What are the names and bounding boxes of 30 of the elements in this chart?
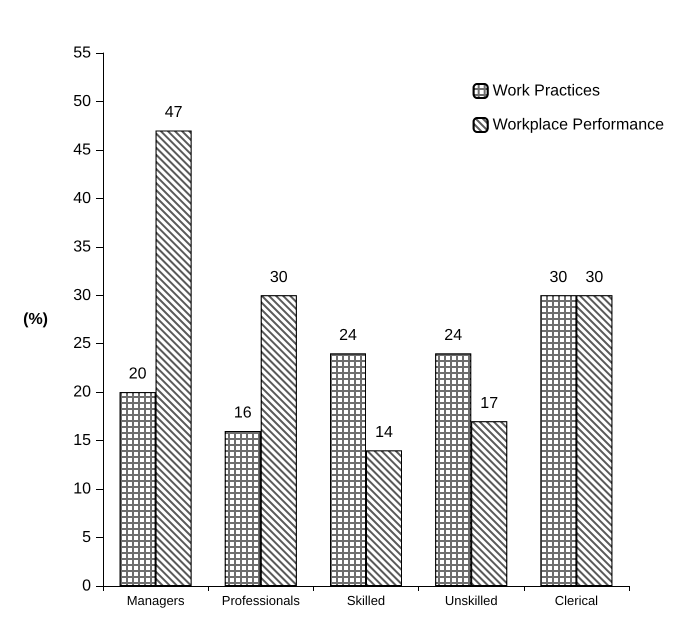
y-tick-label: 5 [82,529,92,546]
x-tick-label: Professionals [222,593,300,608]
x-tick-label: Clerical [554,593,598,608]
data-label: 20 [128,366,147,383]
x-tick-label: Skilled [346,593,386,608]
legend-label: Workplace Performance [492,116,664,134]
data-label: 47 [164,104,183,122]
y-tick-label: 45 [73,141,92,158]
y-tick-label: 0 [82,578,92,594]
y-tick-label: 25 [73,335,92,352]
y-tick-label: 55 [73,44,92,62]
data-label: 30 [270,268,288,286]
data-label: 14 [375,424,393,441]
data-label: 24 [339,326,357,344]
data-label: 30 [550,268,568,286]
legend-label: Work Practices [492,82,600,100]
data-label: 16 [234,404,252,422]
y-tick-label: 50 [73,92,92,110]
x-tick-label: Unskilled [444,593,498,608]
data-label: 17 [480,394,498,412]
y-tick-label: 15 [73,432,92,450]
x-tick-label: Managers [126,593,185,608]
y-tick-label: 30 [73,286,92,304]
y-tick-label: 10 [73,480,92,498]
y-axis-title: (%) [23,311,48,328]
y-tick-label: 40 [73,190,92,207]
y-tick-label: 35 [73,238,92,256]
data-label: 30 [586,268,604,286]
data-label: 24 [444,326,462,344]
y-tick-label: 20 [73,384,92,401]
